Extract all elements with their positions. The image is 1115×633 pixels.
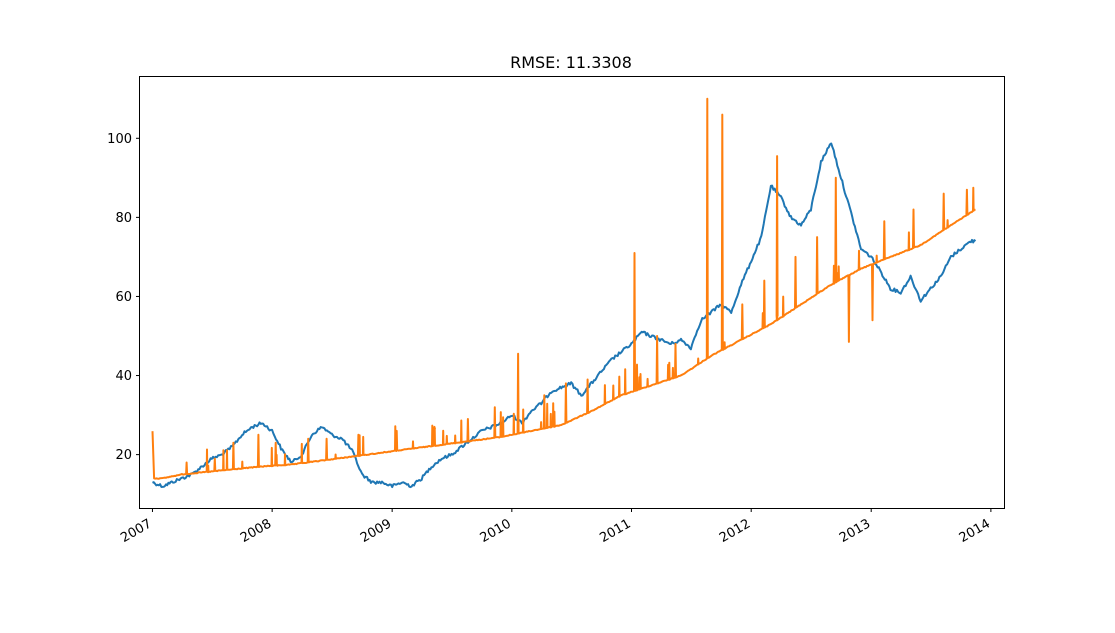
x-tick-label: 2011 xyxy=(597,516,633,546)
y-tick-label: 80 xyxy=(115,211,132,226)
x-tick-label: 2010 xyxy=(478,516,514,546)
y-tick-label: 20 xyxy=(115,448,132,463)
plot-series xyxy=(151,97,977,489)
x-tick-label: 2013 xyxy=(837,516,873,546)
x-tick-label: 2009 xyxy=(358,516,394,546)
series-line-2 xyxy=(151,97,976,480)
y-tick-label: 40 xyxy=(115,369,132,384)
x-axis: 2007 2008 2009 2010 2011 2012 2013 2014 xyxy=(118,508,993,546)
x-tick-label: 2007 xyxy=(118,516,154,546)
y-tick-label: 100 xyxy=(107,132,132,147)
series-line-1 xyxy=(152,142,977,489)
x-tick-label: 2008 xyxy=(238,516,274,546)
plot-area-frame xyxy=(139,76,1005,509)
x-tick-label: 2014 xyxy=(957,516,993,546)
x-tick-label: 2012 xyxy=(717,516,753,546)
y-tick-label: 60 xyxy=(115,290,132,305)
chart-title: RMSE: 11.3308 xyxy=(510,53,632,72)
y-axis: 20 40 60 80 100 xyxy=(107,132,140,463)
